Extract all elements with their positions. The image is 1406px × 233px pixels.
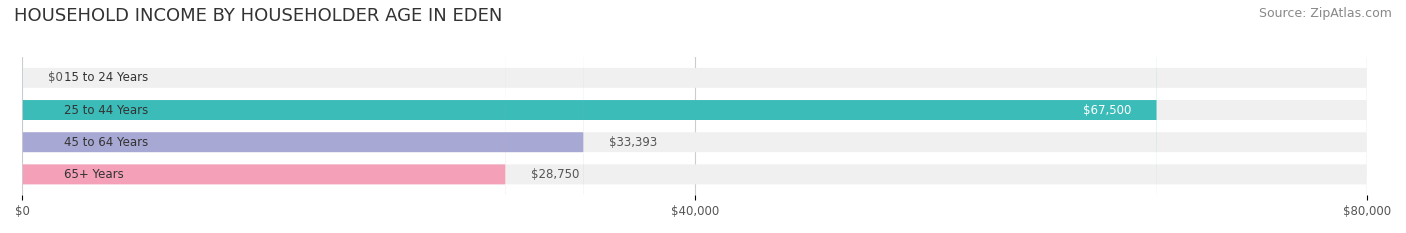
Text: $28,750: $28,750 — [531, 168, 579, 181]
Text: 45 to 64 Years: 45 to 64 Years — [65, 136, 149, 149]
FancyBboxPatch shape — [22, 0, 1367, 233]
Text: $0: $0 — [48, 71, 62, 84]
FancyBboxPatch shape — [22, 0, 1367, 233]
FancyBboxPatch shape — [22, 0, 506, 233]
Text: 15 to 24 Years: 15 to 24 Years — [65, 71, 149, 84]
Text: $33,393: $33,393 — [609, 136, 657, 149]
FancyBboxPatch shape — [22, 0, 1157, 233]
Text: Source: ZipAtlas.com: Source: ZipAtlas.com — [1258, 7, 1392, 20]
Text: $67,500: $67,500 — [1083, 103, 1132, 116]
Text: 25 to 44 Years: 25 to 44 Years — [65, 103, 149, 116]
FancyBboxPatch shape — [22, 0, 1367, 233]
Text: 65+ Years: 65+ Years — [65, 168, 124, 181]
Text: HOUSEHOLD INCOME BY HOUSEHOLDER AGE IN EDEN: HOUSEHOLD INCOME BY HOUSEHOLDER AGE IN E… — [14, 7, 502, 25]
FancyBboxPatch shape — [22, 0, 1367, 233]
FancyBboxPatch shape — [22, 0, 583, 233]
